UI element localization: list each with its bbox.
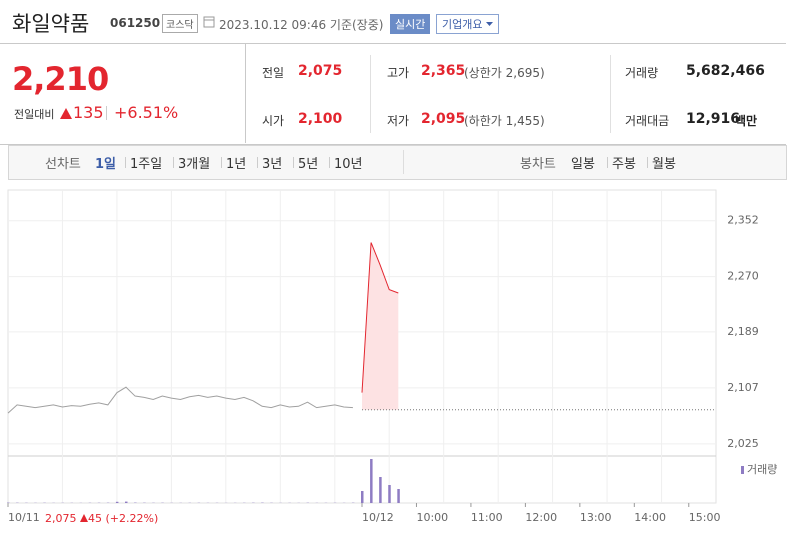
volume-bar: [125, 501, 128, 503]
stat-value: 12,916: [686, 111, 741, 127]
stat-note: (상한가 2,695): [464, 66, 545, 80]
x-tick-label: 12:00: [525, 511, 557, 524]
readout-rate: (+2.22%): [105, 512, 159, 525]
y-tick-label: 2,189: [727, 325, 759, 338]
volume-bar: [115, 501, 119, 503]
x-tick-label: 10/12: [362, 511, 394, 524]
tab-label: 봉차트: [520, 157, 556, 172]
realtime-button[interactable]: 실시간: [390, 14, 431, 34]
divider: [610, 55, 611, 133]
tab[interactable]: 1일: [95, 157, 117, 172]
tab[interactable]: 10년: [334, 157, 363, 172]
company-button[interactable]: 기업개요: [436, 14, 500, 34]
up-arrow: [80, 514, 88, 522]
volume-bar: [361, 491, 364, 503]
price-area: [362, 242, 399, 410]
divider: [370, 55, 371, 133]
y-tick-label: 2,270: [727, 270, 759, 283]
stat-value: 2,100: [298, 111, 343, 127]
tab-separator: [647, 157, 648, 168]
stat-unit: 백만: [735, 114, 758, 128]
tab[interactable]: 월봉: [652, 157, 676, 172]
x-tick-label: 11:00: [471, 511, 503, 524]
change-rate: +6.51%: [114, 103, 179, 122]
tab[interactable]: 1년: [226, 157, 247, 172]
tab-separator: [293, 157, 294, 168]
stat-value: 2,095: [421, 111, 466, 127]
change-value: 135: [73, 103, 104, 122]
legend-swatch: [741, 466, 744, 474]
x-tick-label: 14:00: [634, 511, 666, 524]
divider: [403, 150, 404, 174]
timestamp: 2023.10.12 09:46 기준(장중): [219, 18, 384, 32]
tab[interactable]: 주봉: [612, 157, 636, 172]
stat-label: 전일: [262, 66, 285, 80]
y-tick-label: 2,107: [727, 381, 759, 394]
up-arrow: [60, 108, 72, 119]
summary-box: [0, 43, 786, 145]
market-badge: 코스닥: [162, 14, 198, 33]
legend-label: 거래량: [747, 463, 777, 476]
chart: 10/11 10/12 10:00 11:00 12:00 13:00 14:00 15:00…: [7, 189, 777, 524]
tab-bar: [8, 145, 787, 180]
stat-label: 저가: [387, 114, 410, 128]
tab[interactable]: 일봉: [571, 157, 595, 172]
tab-label: 선차트: [45, 157, 81, 172]
tab[interactable]: 3개월: [178, 157, 211, 172]
stat-label: 시가: [262, 114, 285, 128]
stock-name: 화일약품: [12, 12, 90, 36]
stat-value: 2,075: [298, 63, 343, 79]
volume-bar: [370, 459, 373, 503]
tab-separator: [257, 157, 258, 168]
price-line: [7, 386, 353, 414]
volume-bar: [379, 477, 382, 503]
tab[interactable]: 3년: [262, 157, 283, 172]
x-tick-label: 10:00: [416, 511, 448, 524]
readout-change: 45: [88, 512, 102, 525]
readout-price: 2,075: [45, 512, 77, 525]
tab-separator: [125, 157, 126, 168]
y-tick-label: 2,025: [727, 437, 759, 450]
stat-note: (하한가 1,455): [464, 114, 545, 128]
divider: [245, 44, 246, 143]
stat-label: 고가: [387, 66, 410, 80]
stat-label: 거래대금: [625, 114, 670, 128]
stat-value: 5,682,466: [686, 63, 765, 79]
current-price: 2,210: [12, 60, 109, 98]
tab[interactable]: 5년: [298, 157, 319, 172]
price-value: 2,210: [12, 60, 109, 98]
price-line: [361, 242, 399, 393]
stat-value: 2,365: [421, 63, 466, 79]
dropdown-arrow: [486, 22, 494, 26]
tab[interactable]: 1주일: [130, 157, 163, 172]
volume-bar: [388, 485, 391, 503]
x-tick-label: 10/11: [8, 511, 40, 524]
company-label: 기업개요: [442, 18, 483, 31]
y-tick-label: 2,352: [727, 214, 759, 227]
x-tick-label: 13:00: [580, 511, 612, 524]
tab-separator: [173, 157, 174, 168]
divider: [106, 106, 107, 120]
x-tick-label: 15:00: [689, 511, 721, 524]
calendar-icon: [203, 16, 215, 28]
tab-separator: [221, 157, 222, 168]
stock-code: 061250: [110, 16, 161, 30]
tab-separator: [329, 157, 330, 168]
change-label: 전일대비: [14, 108, 55, 121]
readout: 2,075 45 (+2.22%): [45, 512, 158, 525]
tab-separator: [607, 157, 608, 168]
stat-label: 거래량: [625, 66, 659, 80]
volume-bar: [397, 489, 400, 503]
